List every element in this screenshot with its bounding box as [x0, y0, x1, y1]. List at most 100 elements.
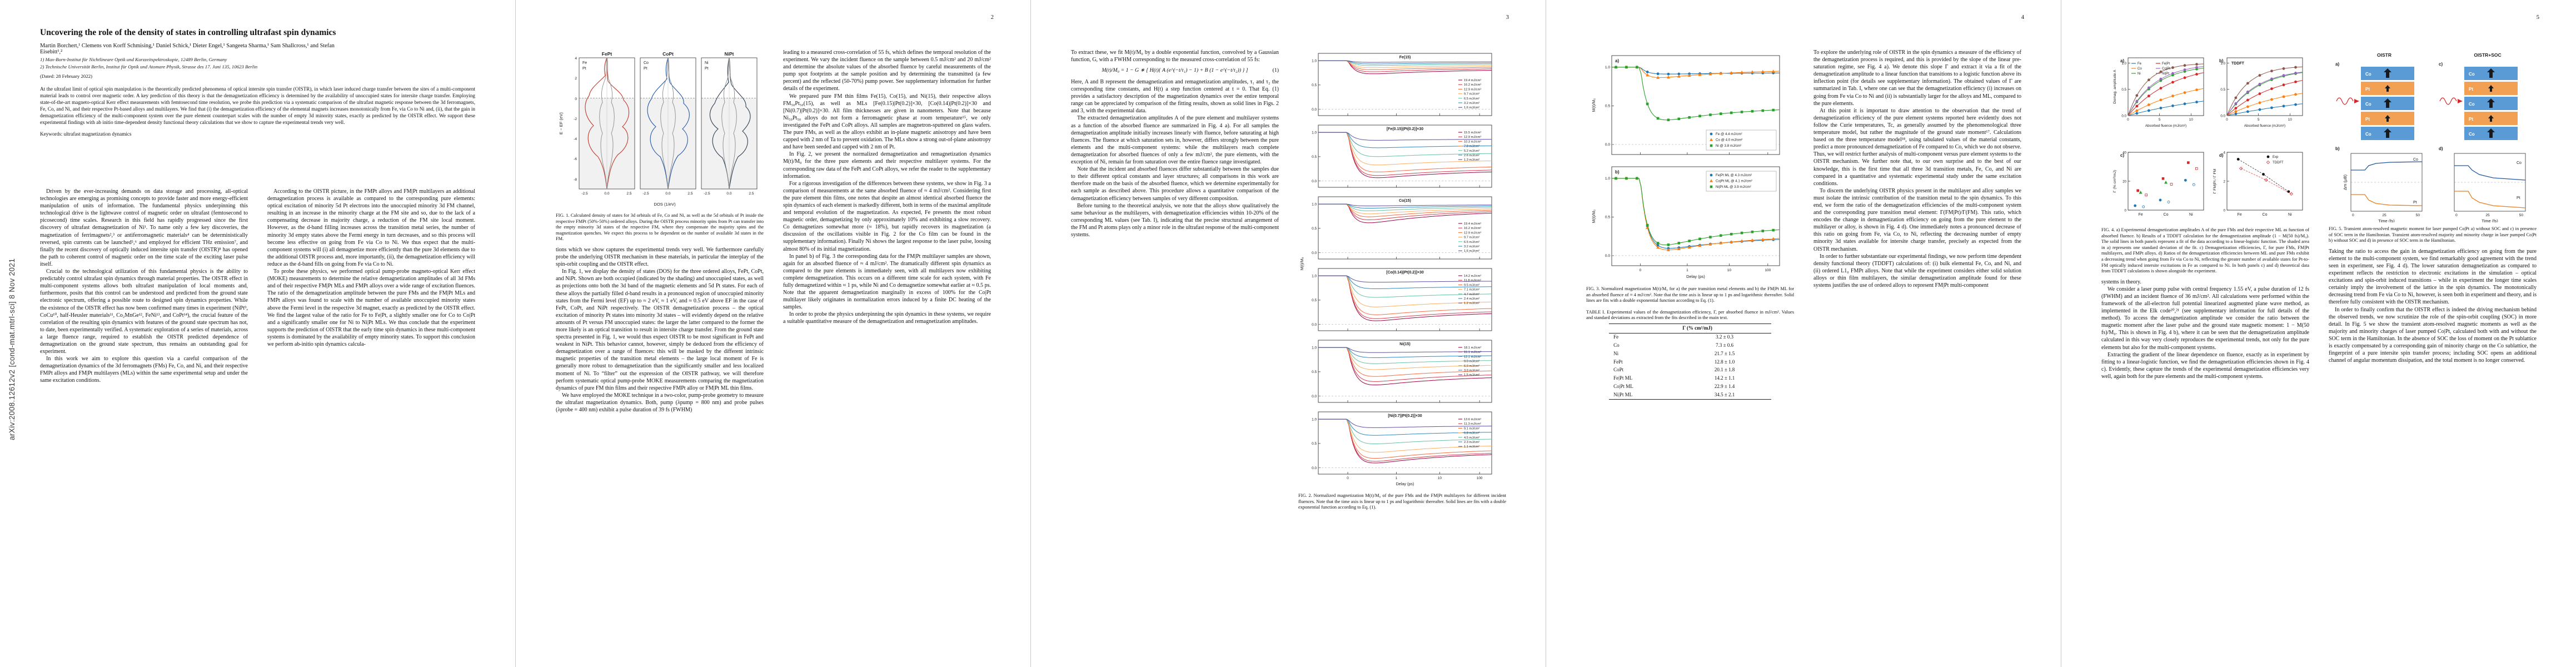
marker	[1750, 70, 1754, 73]
marker	[1615, 66, 1617, 69]
page2-column-1: E − EF (eV) DOS (1/eV) 4 2 0 -2 -4 -6 -8…	[556, 49, 764, 636]
table-row: Fe 3.2 ± 0.3	[1609, 333, 1771, 341]
body-paragraph: In order to finally confirm that the OIS…	[2329, 306, 2537, 364]
legend-label: Exp	[2273, 156, 2279, 159]
marker	[1710, 185, 1713, 188]
page1-column-2: According to the OISTR picture, in the F…	[267, 188, 475, 635]
marker	[1730, 232, 1733, 236]
fit-curve	[2127, 101, 2204, 116]
legend-label: 3.2 mJ/cm²	[1464, 245, 1479, 248]
marker	[1698, 73, 1702, 76]
marker	[1771, 69, 1775, 73]
moment-arrow-icon	[2385, 85, 2390, 92]
fig3-comparison-chart: a) 1.0 0.5 0.0 Fe @ 4.4 mJ/cm² Co @ 4.0 mJ/cm…	[1591, 55, 1780, 279]
marker	[1761, 109, 1765, 112]
tick-label: 0	[2455, 213, 2458, 217]
x-axis-label: Time (fs)	[2482, 218, 2498, 222]
fit-curve	[2226, 66, 2303, 116]
marker	[1667, 72, 1670, 76]
fit-curve	[2226, 72, 2303, 116]
legend-label: Fe|Pt	[2162, 62, 2170, 66]
panel-tag: a)	[2335, 62, 2339, 67]
tick-label: 50	[2416, 213, 2420, 217]
pt-majority-dos-curve	[729, 57, 737, 190]
tick-label: 0.0	[1605, 254, 1610, 258]
legend-label: 2.6 mJ/cm²	[1464, 154, 1479, 157]
author-list: Martin Borchert,¹ Clemens von Korff Schm…	[40, 43, 335, 56]
page5-column-2: OISTR a) Co Pt Co	[2329, 49, 2537, 636]
page-1: arXiv:2008.12612v2 [cond-mat.mtrl-sci] 8…	[0, 0, 515, 667]
marker	[2282, 83, 2285, 87]
axis-frame	[1611, 55, 1780, 155]
panel-title: CoPt	[662, 51, 674, 57]
cell: 20.1 ± 1.8	[1714, 367, 1735, 373]
marker	[1698, 115, 1701, 118]
marker	[2170, 183, 2173, 186]
table-header-row: Γ (% cm²/mJ)	[1609, 323, 1771, 334]
marker	[1698, 243, 1702, 247]
marker	[2246, 105, 2249, 108]
legend-label: 6.5 mJ/cm²	[1464, 97, 1479, 101]
marker	[2171, 104, 2174, 107]
legend-label: 2.3 mJ/cm²	[1464, 441, 1479, 444]
marker	[2270, 77, 2273, 81]
marker	[2136, 189, 2139, 192]
legend-label: 15.5 mJ/cm²	[1464, 131, 1481, 135]
marker	[2258, 74, 2261, 77]
tick-label: 2.5	[687, 192, 692, 196]
marker	[2184, 178, 2187, 182]
legend-label: Ni @ 3.8 mJ/cm²	[1716, 144, 1741, 148]
pump-arrowhead-icon	[2458, 99, 2463, 103]
legend-label: 3.2 mJ/cm²	[1464, 102, 1479, 105]
axis-label: M(t)/M₀	[1299, 257, 1304, 271]
layer-label: Pt	[2469, 117, 2473, 122]
marker	[1677, 117, 1681, 121]
marker	[1710, 179, 1713, 182]
tick-label: 25	[2382, 213, 2386, 217]
tick-label: 0.0	[1312, 466, 1317, 470]
moment-arrow-icon	[2488, 115, 2494, 122]
affiliation-1: 1) Max-Born-Institut für Nichtlineare Op…	[40, 57, 227, 63]
legend-label: Fe|Pt ML @ 4.3 mJ/cm²	[1716, 173, 1752, 177]
axis-frame	[1318, 53, 1492, 116]
legend-label: 16.2 mJ/cm²	[1464, 227, 1481, 230]
legend-label: 19.4 mJ/cm²	[1464, 222, 1481, 226]
cell: 21.7 ± 1.5	[1714, 350, 1735, 356]
trend-line	[2238, 159, 2289, 192]
marker	[2270, 98, 2273, 101]
marker	[2183, 102, 2186, 106]
cell: Fe	[1613, 334, 1619, 340]
tick-label: 1.0	[1312, 202, 1317, 206]
axis-label: M(t)/M₀	[1591, 210, 1596, 223]
marker	[2236, 158, 2240, 161]
legend-label: Pt	[2413, 201, 2417, 205]
demag-curve	[1318, 132, 1492, 141]
tick-label: 0	[2224, 208, 2226, 212]
body-paragraph: In order to further substantiate our exp…	[1813, 253, 2021, 288]
tick-label: 0.0	[2220, 114, 2225, 118]
layer-stack: Co Pt Co Pt Co	[2361, 67, 2414, 140]
axis-label: Delay (ps)	[1686, 274, 1705, 279]
layer-label: Co	[2469, 102, 2475, 107]
legend-label: Ni	[705, 61, 709, 65]
marker	[2195, 63, 2198, 66]
body-paragraph: Driven by the ever-increasing demands on…	[40, 188, 248, 267]
legend-label: 3.0 mJ/cm²	[1464, 369, 1479, 372]
page-2: 2 E − EF (eV) DOS (1/eV) 4 2 0 -2 -4 -6 …	[515, 0, 1030, 667]
legend-label: 1.3 mJ/cm²	[1464, 158, 1479, 162]
legend-label: 9.7 mJ/cm²	[1464, 236, 1479, 240]
marker	[2159, 77, 2163, 81]
category-label: Ni	[2189, 213, 2193, 217]
fig1-panel-fept: FePt Fe Pt -2.5 0.0 2.5	[579, 51, 635, 196]
marker	[1636, 177, 1638, 180]
marker	[2159, 198, 2162, 202]
page3-column-2: 1.0 0.5 0.0 Fe(15) 19.4 mJ/cm² 16.2 mJ/cm² 12.…	[1298, 49, 1506, 636]
fig1-x-axis-label: DOS (1/eV)	[654, 202, 676, 207]
marker	[1688, 240, 1691, 242]
axis-frame	[1611, 166, 1780, 266]
tick-label: 20	[2122, 180, 2126, 183]
marker	[2148, 103, 2150, 106]
tick-label: -6	[574, 157, 577, 161]
fig1-dos-chart: E − EF (eV) DOS (1/eV) 4 2 0 -2 -4 -6 -8…	[559, 51, 758, 207]
